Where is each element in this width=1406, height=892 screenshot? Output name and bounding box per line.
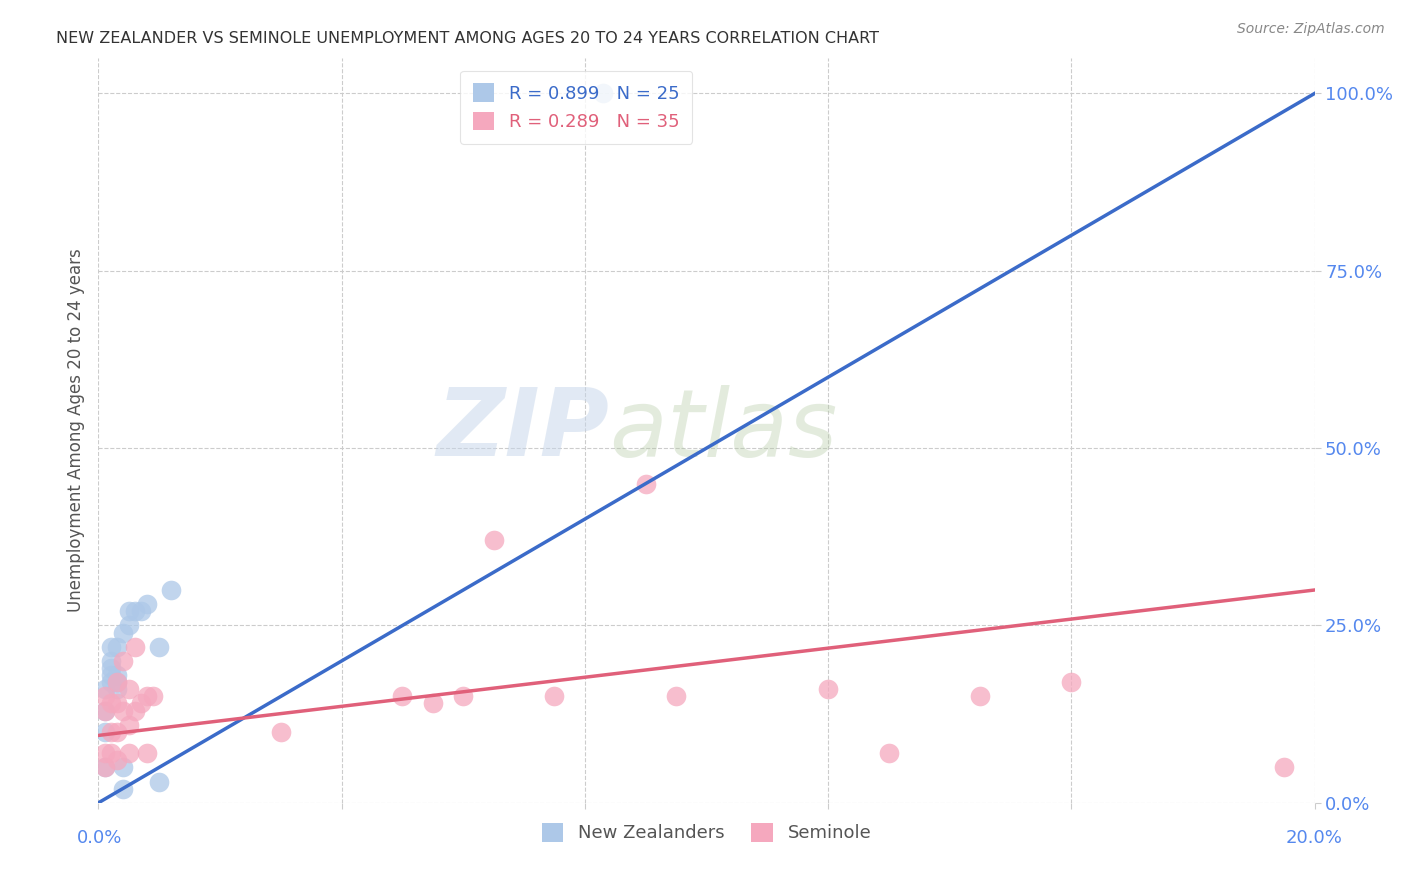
Y-axis label: Unemployment Among Ages 20 to 24 years: Unemployment Among Ages 20 to 24 years	[66, 249, 84, 612]
Text: Source: ZipAtlas.com: Source: ZipAtlas.com	[1237, 22, 1385, 37]
Point	[124, 604, 146, 618]
Text: 0.0%: 0.0%	[77, 829, 122, 847]
Point	[969, 690, 991, 704]
Point	[665, 690, 688, 704]
Point	[100, 668, 122, 682]
Point	[129, 604, 152, 618]
Legend: New Zealanders, Seminole: New Zealanders, Seminole	[534, 816, 879, 850]
Point	[93, 746, 115, 760]
Point	[148, 640, 170, 654]
Point	[93, 704, 115, 718]
Point	[634, 476, 657, 491]
Point	[136, 597, 159, 611]
Point	[148, 774, 170, 789]
Point	[100, 661, 122, 675]
Point	[105, 753, 128, 767]
Point	[100, 697, 122, 711]
Point	[105, 697, 128, 711]
Point	[543, 690, 565, 704]
Point	[105, 668, 128, 682]
Point	[118, 718, 141, 732]
Point	[105, 675, 128, 690]
Point	[105, 640, 128, 654]
Point	[136, 690, 159, 704]
Point	[111, 654, 134, 668]
Point	[111, 625, 134, 640]
Point	[877, 746, 900, 760]
Text: 20.0%: 20.0%	[1286, 829, 1343, 847]
Point	[105, 682, 128, 697]
Point	[160, 582, 183, 597]
Point	[118, 746, 141, 760]
Point	[111, 704, 134, 718]
Point	[142, 690, 165, 704]
Point	[592, 87, 614, 101]
Point	[100, 654, 122, 668]
Point	[270, 724, 292, 739]
Point	[124, 704, 146, 718]
Point	[118, 604, 141, 618]
Point	[100, 640, 122, 654]
Text: atlas: atlas	[609, 384, 838, 476]
Point	[391, 690, 413, 704]
Point	[93, 704, 115, 718]
Point	[453, 690, 475, 704]
Point	[93, 682, 115, 697]
Point	[1060, 675, 1083, 690]
Point	[817, 682, 839, 697]
Point	[129, 697, 152, 711]
Point	[118, 618, 141, 632]
Point	[100, 724, 122, 739]
Point	[100, 746, 122, 760]
Text: NEW ZEALANDER VS SEMINOLE UNEMPLOYMENT AMONG AGES 20 TO 24 YEARS CORRELATION CHA: NEW ZEALANDER VS SEMINOLE UNEMPLOYMENT A…	[56, 31, 879, 46]
Point	[482, 533, 505, 548]
Point	[105, 675, 128, 690]
Point	[93, 690, 115, 704]
Point	[111, 781, 134, 796]
Point	[136, 746, 159, 760]
Point	[111, 760, 134, 774]
Point	[93, 724, 115, 739]
Text: ZIP: ZIP	[436, 384, 609, 476]
Point	[124, 640, 146, 654]
Point	[422, 697, 444, 711]
Point	[93, 760, 115, 774]
Point	[100, 675, 122, 690]
Point	[118, 682, 141, 697]
Point	[1272, 760, 1295, 774]
Point	[93, 760, 115, 774]
Point	[105, 724, 128, 739]
